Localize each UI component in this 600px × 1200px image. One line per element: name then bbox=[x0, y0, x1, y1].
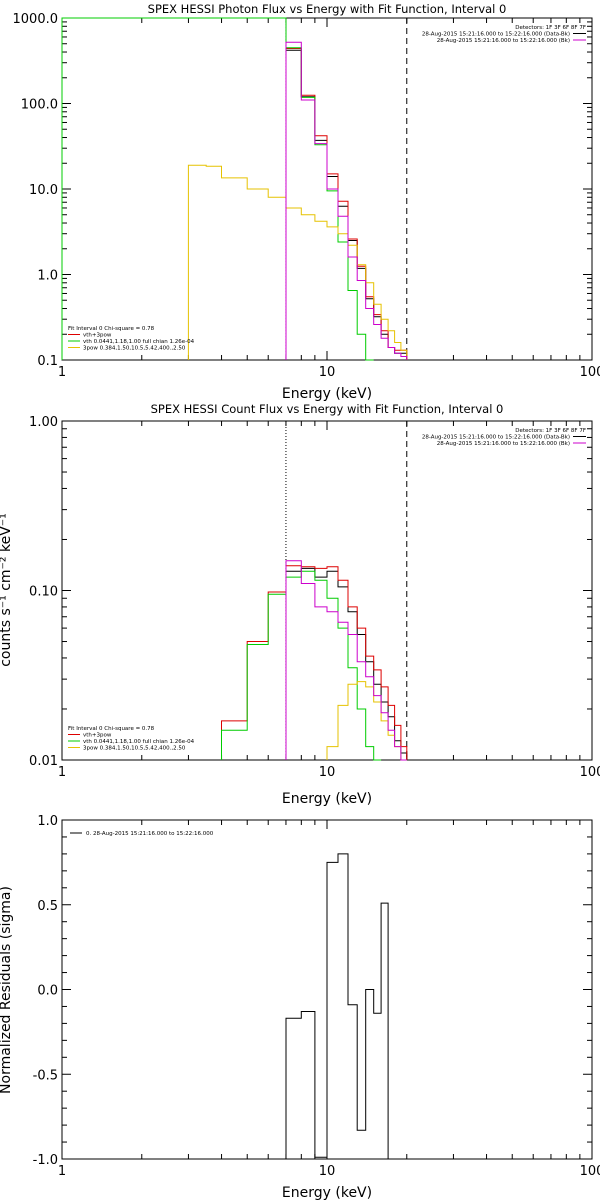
x-tick-label: 10 bbox=[319, 365, 336, 380]
legend-bottom-entry: vth 0.0441,1.18,1.00 full chian 1.26e-04 bbox=[83, 339, 195, 345]
y-tick-label: 1.0 bbox=[37, 269, 58, 284]
x-axis-label: Energy (keV) bbox=[282, 1185, 372, 1200]
x-axis-label: Energy (keV) bbox=[282, 791, 372, 807]
series-vth-3pow bbox=[285, 48, 408, 360]
y-tick-label: 0.01 bbox=[29, 754, 58, 769]
legend-top-entry: 28-Aug-2015 15:21:16.000 to 15:22:16.000… bbox=[437, 38, 570, 44]
legend-top-entry: Detectors: 1F 3F 6F 8F 7F bbox=[515, 428, 586, 434]
series-bk bbox=[285, 560, 407, 761]
series-bk bbox=[285, 41, 408, 360]
legend-bottom-entry: Fit Interval 0 Chi-square = 0.78 bbox=[68, 726, 155, 732]
x-tick-label: 10 bbox=[319, 1164, 336, 1179]
y-tick-label: 100.0 bbox=[21, 98, 58, 113]
photon-flux-chart: SPEX HESSI Photon Flux vs Energy with Fi… bbox=[13, 2, 600, 402]
legend-bottom-entry: 3pow 0.384,1.50,10.5,5.42,400.,2.50 bbox=[83, 746, 186, 752]
chart-title: SPEX HESSI Count Flux vs Energy with Fit… bbox=[151, 402, 504, 416]
series-vth bbox=[221, 570, 382, 761]
legend-bottom-entry: vth+3pow bbox=[83, 733, 112, 739]
y-tick-label: 1.0 bbox=[37, 814, 58, 829]
x-tick-label: 1 bbox=[58, 1164, 66, 1179]
x-tick-label: 100 bbox=[580, 365, 600, 380]
series-vth-3pow bbox=[221, 565, 408, 760]
y-tick-label: 0.5 bbox=[37, 899, 58, 914]
y-axis-label: counts s⁻¹ cm⁻² keV⁻¹ bbox=[0, 513, 14, 667]
y-axis-label: Normalized Residuals (sigma) bbox=[0, 886, 14, 1094]
legend-top-entry: Detectors: 1F 3F 6F 8F 7F bbox=[515, 25, 586, 31]
legend-bottom-entry: vth 0.0441,1.18,1.00 full chian 1.26e-04 bbox=[83, 739, 195, 745]
x-tick-label: 10 bbox=[319, 765, 336, 780]
x-tick-label: 1 bbox=[58, 765, 66, 780]
y-tick-label: -0.5 bbox=[33, 1068, 58, 1083]
legend-bottom-entry: 3pow 0.384,1.50,10.5,5.42,400.,2.50 bbox=[83, 346, 186, 352]
y-tick-label: 0.1 bbox=[37, 354, 58, 369]
legend-bottom-entry: vth+3pow bbox=[83, 333, 112, 339]
x-tick-label: 100 bbox=[580, 1164, 600, 1179]
chart-title: SPEX HESSI Photon Flux vs Energy with Fi… bbox=[148, 2, 507, 16]
y-tick-label: 1.00 bbox=[29, 415, 58, 430]
y-tick-label: 10.0 bbox=[29, 183, 58, 198]
count-flux-chart: SPEX HESSI Count Flux vs Energy with Fit… bbox=[0, 402, 600, 807]
x-tick-label: 1 bbox=[58, 365, 66, 380]
y-tick-label: 1000.0 bbox=[13, 12, 59, 27]
legend-entry: 0. 28-Aug-2015 15:21:16.000 to 15:22:16.… bbox=[86, 831, 214, 837]
legend-top-entry: 28-Aug-2015 15:21:16.000 to 15:22:16.000… bbox=[422, 435, 570, 441]
y-tick-label: 0.0 bbox=[37, 984, 58, 999]
legend-bottom-entry: Fit Interval 0 Chi-square = 0.78 bbox=[68, 326, 155, 332]
series-3pow bbox=[187, 164, 408, 360]
series-0-28-aug-2015-15-21-16-000-to-15-22-16-000 bbox=[285, 853, 389, 1159]
legend-top-entry: 28-Aug-2015 15:21:16.000 to 15:22:16.000… bbox=[422, 32, 570, 38]
x-tick-label: 100 bbox=[580, 765, 600, 780]
x-axis-label: Energy (keV) bbox=[282, 386, 372, 402]
residuals-chart: Energy (keV) Normalized Residuals (sigma… bbox=[0, 814, 600, 1200]
legend-top-entry: 28-Aug-2015 15:21:16.000 to 15:22:16.000… bbox=[437, 441, 570, 447]
y-tick-label: 0.10 bbox=[29, 585, 58, 600]
y-tick-label: -1.0 bbox=[33, 1153, 58, 1168]
series-data-bk bbox=[285, 567, 408, 760]
series-data-bk bbox=[285, 49, 408, 360]
